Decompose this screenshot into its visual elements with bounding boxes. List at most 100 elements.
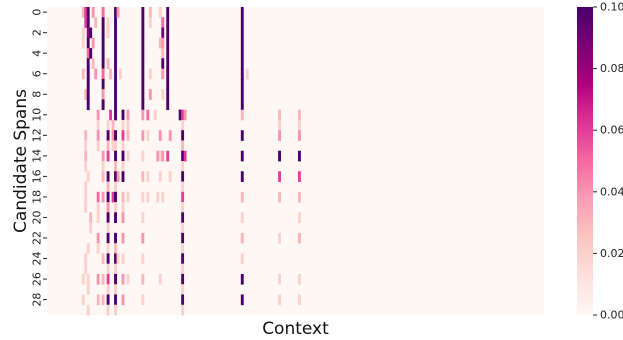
heatmap-cell	[278, 119, 281, 131]
heatmap-cell	[181, 222, 185, 234]
heatmap-cell	[84, 161, 88, 172]
heatmap-cell	[161, 37, 165, 49]
heatmap-cell	[183, 109, 187, 121]
heatmap-cell	[141, 273, 145, 285]
heatmap-cell	[101, 273, 105, 285]
heatmap-cell	[158, 7, 162, 18]
heatmap-cell	[278, 273, 281, 285]
y-tick-label: 18	[31, 190, 44, 204]
heatmap-cell	[101, 99, 105, 111]
heatmap-cell	[106, 294, 110, 306]
heatmap-cell	[146, 130, 150, 141]
heatmap-cell	[181, 212, 185, 223]
heatmap-cell	[240, 191, 244, 203]
y-tick-label: 0	[31, 9, 44, 16]
colorbar-tick-label: 0.06	[600, 124, 623, 137]
y-tick-label: 12	[31, 128, 44, 142]
heatmap-cell	[278, 109, 281, 121]
heatmap-cell	[94, 17, 98, 28]
heatmap-cell	[96, 212, 100, 223]
heatmap-cell	[101, 253, 105, 265]
heatmap-cell	[240, 99, 244, 111]
heatmap-cell	[114, 89, 117, 100]
heatmap-cell	[181, 253, 185, 265]
heatmap-cell	[168, 130, 172, 141]
heatmap-cell	[161, 89, 165, 100]
heatmap-base	[47, 7, 544, 315]
heatmap-cell	[146, 109, 150, 121]
heatmap-cell	[278, 191, 281, 203]
heatmap-cell	[101, 294, 105, 306]
heatmap-cell	[91, 7, 95, 18]
heatmap-cell	[121, 253, 125, 265]
heatmap-cell	[101, 78, 105, 90]
heatmap-cell	[181, 263, 185, 275]
heatmap-cell	[84, 191, 88, 203]
heatmap-cell	[158, 130, 162, 141]
heatmap-cell	[166, 150, 170, 162]
heatmap-cells	[81, 7, 301, 316]
heatmap-cell	[109, 109, 113, 121]
heatmap-cell	[141, 48, 145, 59]
heatmap-cell	[86, 89, 90, 100]
heatmap-cell	[96, 273, 100, 285]
heatmap-cell	[141, 150, 145, 162]
heatmap-cell	[114, 109, 117, 121]
heatmap-cell	[148, 17, 152, 28]
heatmap-cell	[156, 150, 160, 162]
heatmap-cell	[141, 68, 145, 80]
heatmap-cell	[114, 7, 117, 18]
heatmap-cell	[240, 232, 244, 244]
y-tick-label: 28	[31, 293, 44, 307]
heatmap-cell	[86, 273, 90, 285]
heatmap-cell	[106, 181, 110, 193]
heatmap-cell	[141, 212, 145, 223]
heatmap-cell	[101, 191, 105, 203]
heatmap-cell	[166, 58, 170, 69]
heatmap-cell	[181, 202, 185, 213]
heatmap-cell	[181, 273, 185, 285]
heatmap-cell	[121, 212, 125, 223]
colorbar-gradient	[577, 7, 593, 315]
heatmap-cell	[278, 130, 281, 141]
heatmap-cell	[158, 37, 162, 49]
heatmap-cell	[121, 273, 125, 285]
heatmap-cell	[86, 68, 90, 80]
heatmap-cell	[114, 68, 117, 80]
heatmap-cell	[94, 68, 98, 80]
heatmap-cell	[106, 273, 110, 285]
heatmap-cell	[126, 191, 130, 203]
heatmap-cell	[161, 68, 165, 80]
heatmap-cell	[96, 140, 100, 152]
heatmap-cell	[141, 37, 145, 49]
heatmap-cell	[141, 232, 145, 244]
heatmap-cell	[86, 284, 90, 295]
heatmap-cell	[86, 48, 90, 59]
heatmap-cell	[106, 130, 110, 141]
heatmap-cell	[161, 191, 165, 203]
heatmap-cell	[96, 191, 100, 203]
heatmap-cell	[106, 304, 110, 316]
heatmap-cell	[101, 58, 105, 69]
heatmap-cell	[89, 48, 93, 59]
heatmap-cell	[297, 109, 301, 121]
heatmap-cell	[278, 150, 281, 162]
heatmap-cell	[81, 273, 85, 285]
heatmap-cell	[114, 181, 117, 193]
heatmap-cell	[81, 7, 85, 18]
heatmap-cell	[114, 273, 117, 285]
heatmap-cell	[81, 68, 85, 80]
heatmap-cell	[240, 27, 244, 39]
heatmap-cell	[166, 27, 170, 39]
heatmap-cell	[114, 130, 117, 141]
heatmap-cell	[101, 48, 105, 59]
heatmap-cell	[158, 273, 162, 285]
heatmap-cell	[126, 130, 130, 141]
heatmap-cell	[166, 48, 170, 59]
heatmap-cell	[141, 17, 145, 28]
heatmap-cell	[114, 232, 117, 244]
heatmap-cell	[86, 243, 90, 254]
heatmap-cell	[126, 273, 130, 285]
heatmap-cell	[278, 232, 281, 244]
